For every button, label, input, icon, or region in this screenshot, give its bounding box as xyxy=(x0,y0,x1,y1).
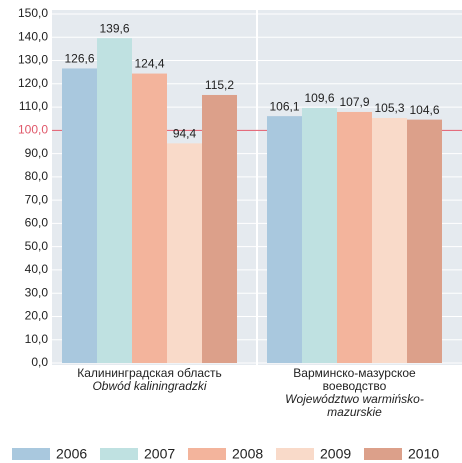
data-label: 107,9 xyxy=(339,95,369,109)
legend-swatch xyxy=(12,448,50,460)
legend-label: 2007 xyxy=(144,446,175,462)
y-tick-label: 70,0 xyxy=(25,192,49,206)
data-label: 126,6 xyxy=(64,52,94,66)
y-tick-label: 20,0 xyxy=(25,309,49,323)
y-tick-label: 90,0 xyxy=(25,146,49,160)
data-label: 109,6 xyxy=(304,91,334,105)
legend-label: 2010 xyxy=(408,446,439,462)
y-tick-label: 150,0 xyxy=(18,6,48,20)
y-tick-label: 100,0 xyxy=(18,123,48,137)
data-label: 104,6 xyxy=(409,103,439,117)
y-tick-label: 50,0 xyxy=(25,239,49,253)
category-name: Калининградская область xyxy=(77,366,222,380)
bar xyxy=(267,116,302,364)
bar xyxy=(97,38,132,364)
bar xyxy=(132,73,167,363)
y-tick-label: 120,0 xyxy=(18,76,48,90)
category-name: Варминско-мазурское воеводство xyxy=(293,366,416,393)
category-label: Варминско-мазурское воеводство Województw… xyxy=(285,367,425,419)
legend-swatch xyxy=(364,448,402,460)
data-label: 94,4 xyxy=(173,127,197,141)
legend-label: 2008 xyxy=(232,446,263,462)
legend-label: 2009 xyxy=(320,446,351,462)
legend-swatch xyxy=(100,448,138,460)
bar xyxy=(372,118,407,363)
category-name-pl: Województwo warmińsko-mazurskie xyxy=(285,392,424,419)
y-tick-label: 30,0 xyxy=(25,285,49,299)
bar xyxy=(62,68,97,363)
data-label: 115,2 xyxy=(205,78,234,92)
legend-swatch xyxy=(188,448,226,460)
y-tick-label: 140,0 xyxy=(18,29,48,43)
y-tick-label: 60,0 xyxy=(25,216,49,230)
legend-swatch xyxy=(276,448,314,460)
data-label: 139,6 xyxy=(99,21,129,35)
y-tick-label: 10,0 xyxy=(25,332,49,346)
bar xyxy=(302,107,337,363)
data-label: 124,4 xyxy=(134,57,164,71)
category-name-pl: Obwód kaliningradzki xyxy=(92,379,207,393)
legend-label: 2006 xyxy=(56,446,87,462)
bar xyxy=(167,143,202,363)
y-tick-label: 130,0 xyxy=(18,53,48,67)
category-label: Калининградская область Obwód kaliningrad… xyxy=(65,367,235,393)
data-label: 105,3 xyxy=(374,101,404,115)
bar xyxy=(202,94,237,363)
y-tick-label: 40,0 xyxy=(25,262,49,276)
y-tick-label: 80,0 xyxy=(25,169,49,183)
bar xyxy=(337,111,372,363)
bar xyxy=(407,119,442,363)
y-tick-label: 110,0 xyxy=(19,99,48,113)
data-label: 106,1 xyxy=(269,99,299,113)
y-tick-label: 0,0 xyxy=(31,355,48,369)
